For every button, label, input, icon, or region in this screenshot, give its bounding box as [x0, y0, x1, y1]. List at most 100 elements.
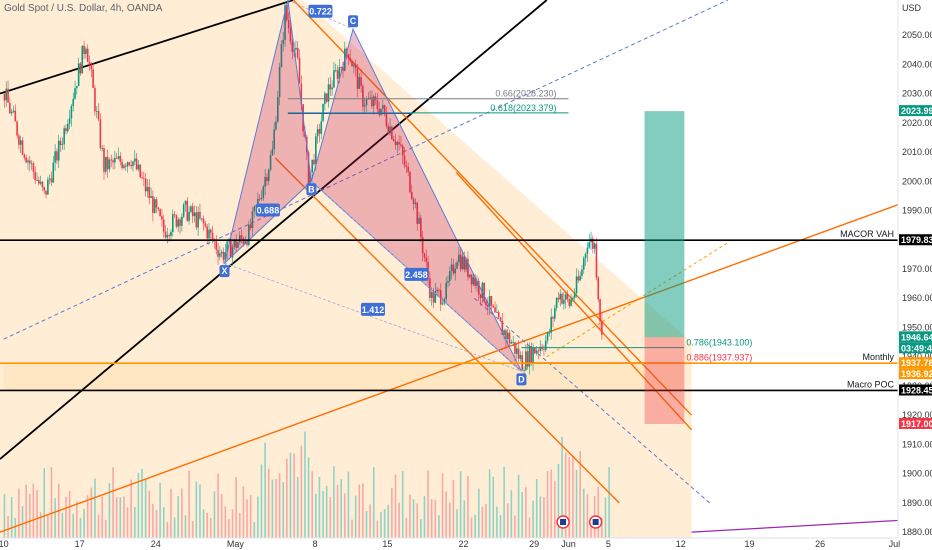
volume-bar — [590, 522, 592, 538]
candle-body — [385, 113, 388, 127]
price-tick-label: 1910.000 — [902, 439, 932, 449]
candle-body — [66, 123, 69, 132]
candle-body — [461, 256, 464, 270]
volume-bar — [510, 490, 513, 538]
candle-body — [18, 135, 20, 145]
candle-body — [206, 226, 208, 239]
trend-channels — [0, 0, 898, 533]
volume-bar — [459, 471, 462, 538]
candle-body — [219, 253, 221, 257]
candle-body — [54, 151, 56, 163]
price-tag — [899, 234, 932, 246]
volume-bar — [14, 518, 17, 538]
volume-bar — [481, 506, 484, 538]
channel-lower-orange — [274, 157, 620, 504]
candle-body — [476, 280, 478, 286]
price-tick-label: 1940.000 — [902, 352, 932, 362]
candle-body — [81, 45, 84, 74]
volume-bar — [253, 522, 256, 538]
time-tick-label: 19 — [745, 539, 755, 549]
candle-body — [115, 158, 118, 159]
point-c-badge — [348, 15, 359, 28]
volume-bar — [550, 469, 552, 538]
candle-body — [86, 48, 89, 62]
volume-bar — [575, 469, 578, 538]
volume-bar — [380, 511, 382, 538]
price-tag — [899, 384, 932, 396]
volume-bar — [130, 479, 132, 538]
ratio-badge — [360, 302, 385, 316]
candle-body — [362, 85, 364, 107]
volume-bar — [123, 496, 125, 538]
candle-body — [32, 163, 35, 172]
candle-body — [45, 190, 47, 195]
candle-body — [295, 47, 297, 50]
ratio-label: 0.688 — [257, 206, 280, 216]
candle-body — [204, 223, 207, 227]
candle-body — [188, 211, 190, 221]
volume-bar — [514, 515, 516, 538]
pattern-xd — [224, 262, 522, 372]
candle-body — [371, 97, 373, 107]
candle-body — [251, 211, 254, 229]
candle-body — [70, 106, 73, 119]
candle-body — [403, 155, 406, 166]
time-tick-label: 8 — [313, 539, 318, 549]
volume-bar — [105, 519, 107, 538]
candle-body — [425, 257, 428, 262]
volume-bar — [401, 470, 404, 538]
volume-bar — [582, 488, 585, 538]
event-markers — [556, 515, 603, 529]
candle-body — [224, 252, 227, 260]
candle-body — [421, 237, 424, 254]
candle-body — [503, 330, 505, 335]
candle-body — [88, 61, 91, 65]
candle-body — [124, 165, 127, 167]
level-label: Macro POC — [847, 379, 895, 389]
price-tag-label: 2023.997 — [901, 106, 932, 116]
price-tick-label: 1900.000 — [902, 469, 932, 479]
candle-body — [79, 63, 82, 74]
candle-body — [378, 109, 380, 115]
candle-body — [535, 350, 538, 354]
volume-bar — [162, 507, 165, 538]
candle-body — [257, 198, 259, 206]
volume-bar — [170, 488, 172, 538]
candle-body — [143, 177, 145, 179]
candle-body — [327, 84, 330, 102]
candle-body — [331, 87, 333, 90]
candle-body — [260, 197, 263, 200]
candle-body — [152, 196, 154, 213]
time-axis[interactable]: 10 17 24 May 8 15 22 29 Jun 5 12 19 26 Jul — [0, 537, 900, 549]
candle-body — [459, 254, 462, 270]
candle-body — [570, 299, 572, 306]
candle-body — [458, 254, 460, 263]
volume-bar — [79, 517, 82, 538]
candle-body — [97, 111, 100, 120]
candle-body — [182, 204, 185, 217]
volume-bar — [336, 484, 339, 538]
candle-body — [193, 212, 196, 217]
candle-body — [277, 96, 279, 122]
candle-body — [579, 275, 581, 281]
candle-body — [372, 96, 375, 107]
volume-bar — [416, 503, 419, 538]
candle-body — [123, 165, 125, 169]
price-tag-label: 1936.924 — [901, 369, 932, 379]
ratio-badge — [404, 267, 429, 281]
candle-body — [220, 251, 223, 254]
candle-body — [472, 277, 475, 285]
price-axis[interactable]: 2050.000 2040.000 2030.000 2020.000 2010.000… — [897, 0, 932, 538]
price-tag-label: 1937.788 — [901, 358, 932, 368]
candle-body — [353, 64, 355, 67]
candle-body — [90, 64, 93, 70]
price-tag — [899, 331, 932, 343]
volume-bar — [152, 503, 154, 538]
candle-body — [394, 141, 397, 146]
candle-body — [528, 345, 531, 367]
volume-bar — [275, 479, 277, 538]
candle-body — [360, 77, 362, 86]
volume-bar — [144, 479, 147, 538]
volume-bar — [488, 469, 491, 538]
